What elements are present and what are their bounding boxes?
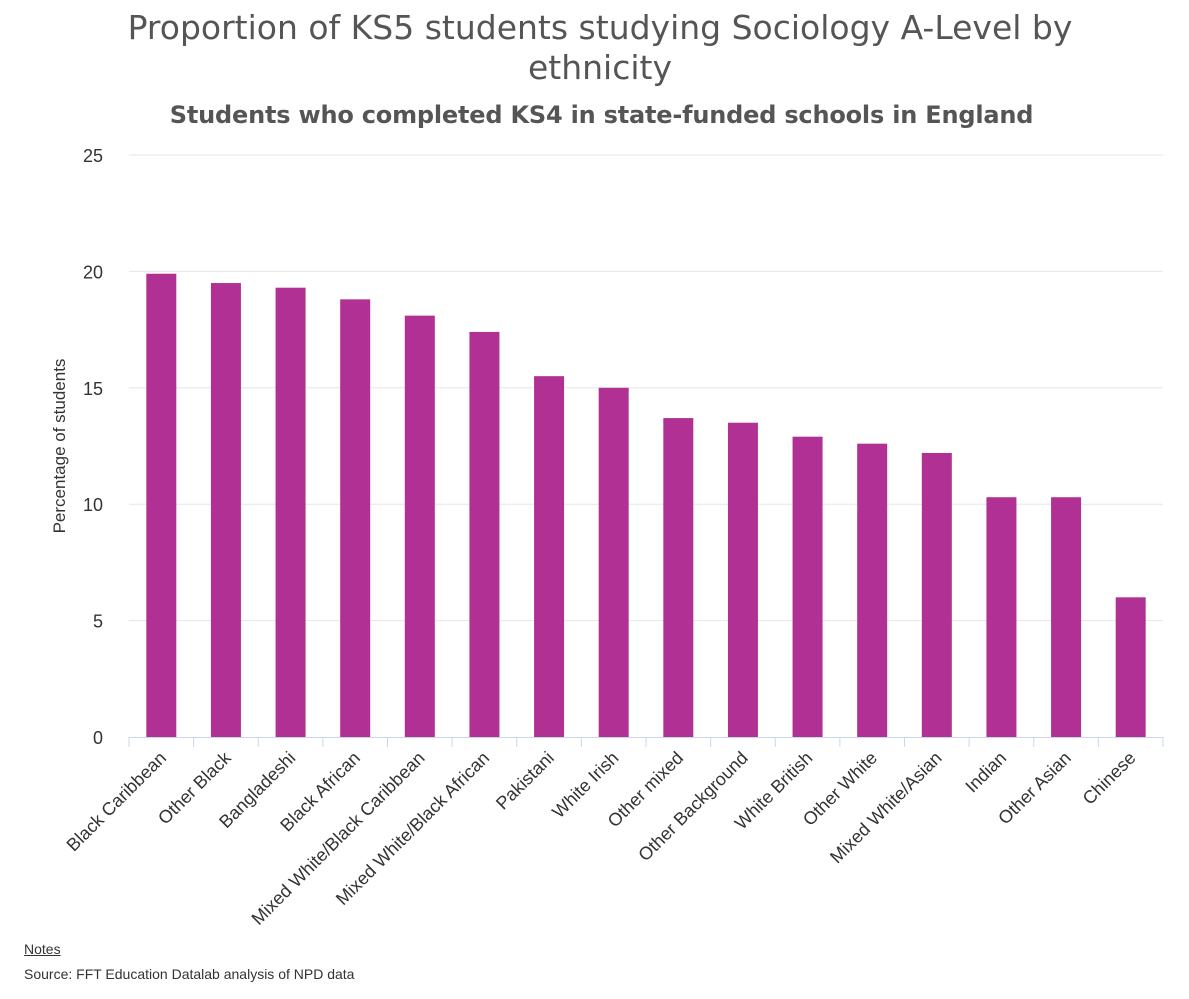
bar[interactable] <box>469 331 500 737</box>
bar[interactable] <box>210 283 241 737</box>
bars <box>146 273 1146 737</box>
y-tick-label: 15 <box>83 379 103 399</box>
x-tick-label: Pakistani <box>492 748 558 814</box>
x-tick-label: Indian <box>961 748 1010 797</box>
bar[interactable] <box>727 422 758 737</box>
y-axis-ticks: 0 5 10 15 20 25 <box>83 146 103 748</box>
bar[interactable] <box>986 497 1017 737</box>
chart-title: Proportion of KS5 students studying Soci… <box>127 8 1073 87</box>
bar[interactable] <box>1051 497 1082 737</box>
y-tick-label: 20 <box>83 262 103 282</box>
bar[interactable] <box>146 273 177 737</box>
bar[interactable] <box>1115 597 1146 737</box>
y-tick-label: 5 <box>93 612 103 632</box>
notes-link[interactable]: Notes <box>24 941 61 957</box>
x-tick-label: Mixed White/Asian <box>826 748 946 868</box>
bar[interactable] <box>404 315 435 737</box>
x-tick-label: Chinese <box>1079 748 1140 809</box>
bar[interactable] <box>663 418 694 737</box>
bar[interactable] <box>598 387 629 737</box>
x-tick-label: Other Background <box>634 748 751 865</box>
y-tick-label: 0 <box>93 728 103 748</box>
y-tick-label: 10 <box>83 495 103 515</box>
bar[interactable] <box>792 436 823 737</box>
bar[interactable] <box>534 376 565 737</box>
y-tick-label: 25 <box>83 146 103 166</box>
bar[interactable] <box>921 452 952 737</box>
source-text: Source: FFT Education Datalab analysis o… <box>24 966 355 982</box>
chart-subtitle: Students who completed KS4 in state-fund… <box>169 101 1034 129</box>
bar[interactable] <box>340 299 371 737</box>
x-tick-label: Black Caribbean <box>63 748 171 856</box>
x-axis <box>128 737 1164 747</box>
bar[interactable] <box>857 443 888 737</box>
y-axis-title: Percentage of students <box>50 359 69 534</box>
bar[interactable] <box>275 287 306 737</box>
